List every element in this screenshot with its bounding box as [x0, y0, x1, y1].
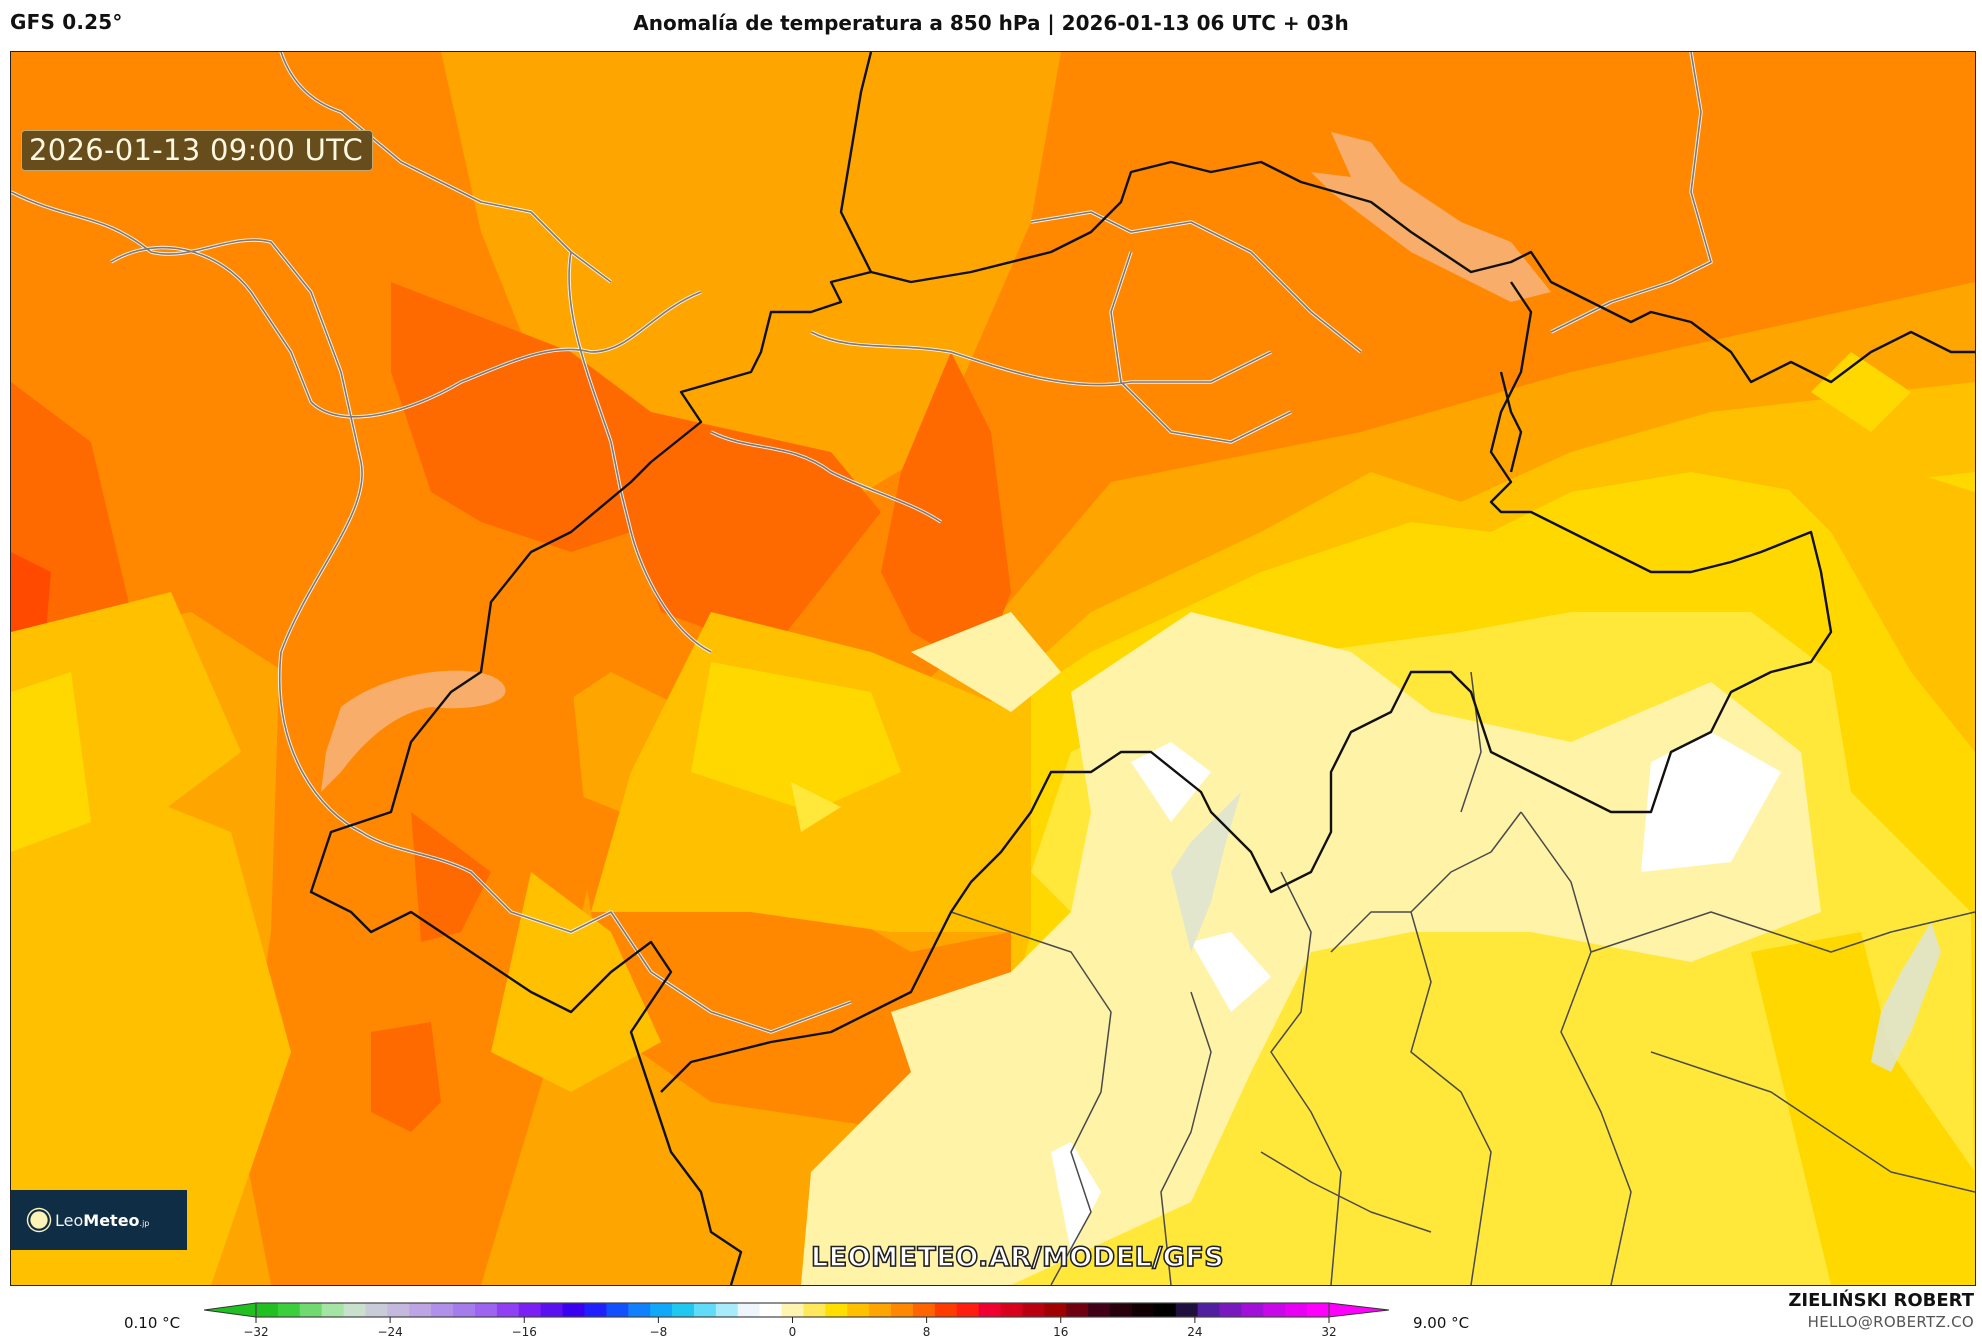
colorbar: −32 −24 −16 −8 0 8 16 24 32	[204, 1302, 1390, 1339]
svg-text:−16: −16	[512, 1325, 537, 1339]
leometeo-logo[interactable]: LeoMeteo.jp	[11, 1190, 187, 1250]
svg-text:32: 32	[1321, 1325, 1336, 1339]
logo-text: LeoMeteo.jp	[55, 1210, 150, 1230]
map-panel[interactable]: 2026-01-13 09:00 UTC LeoMeteo.jp LEOMETE…	[10, 51, 1976, 1286]
svg-text:24: 24	[1187, 1325, 1202, 1339]
svg-text:16: 16	[1053, 1325, 1068, 1339]
colorbar-max-label: 9.00 °C	[1413, 1314, 1470, 1332]
svg-text:0: 0	[789, 1325, 797, 1339]
valid-time-badge: 2026-01-13 09:00 UTC	[21, 130, 374, 171]
svg-text:−24: −24	[377, 1325, 402, 1339]
author-name: ZIELIŃSKI ROBERT	[1788, 1290, 1974, 1311]
watermark-url[interactable]: LEOMETEO.AR/MODEL/GFS	[810, 1241, 1225, 1274]
svg-text:−32: −32	[243, 1325, 268, 1339]
model-label: GFS 0.25°	[10, 10, 123, 34]
author-email[interactable]: HELLO@ROBERTZ.CO	[1807, 1313, 1974, 1331]
author-credit: ZIELIŃSKI ROBERT HELLO@ROBERTZ.CO	[1788, 1290, 1974, 1331]
chart-title: Anomalía de temperatura a 850 hPa | 2026…	[633, 11, 1349, 35]
svg-text:8: 8	[923, 1325, 931, 1339]
temperature-anomaly-field	[11, 52, 1975, 1285]
svg-text:−8: −8	[650, 1325, 668, 1339]
colorbar-min-label: 0.10 °C	[124, 1314, 181, 1332]
sun-logo-icon	[30, 1211, 48, 1229]
